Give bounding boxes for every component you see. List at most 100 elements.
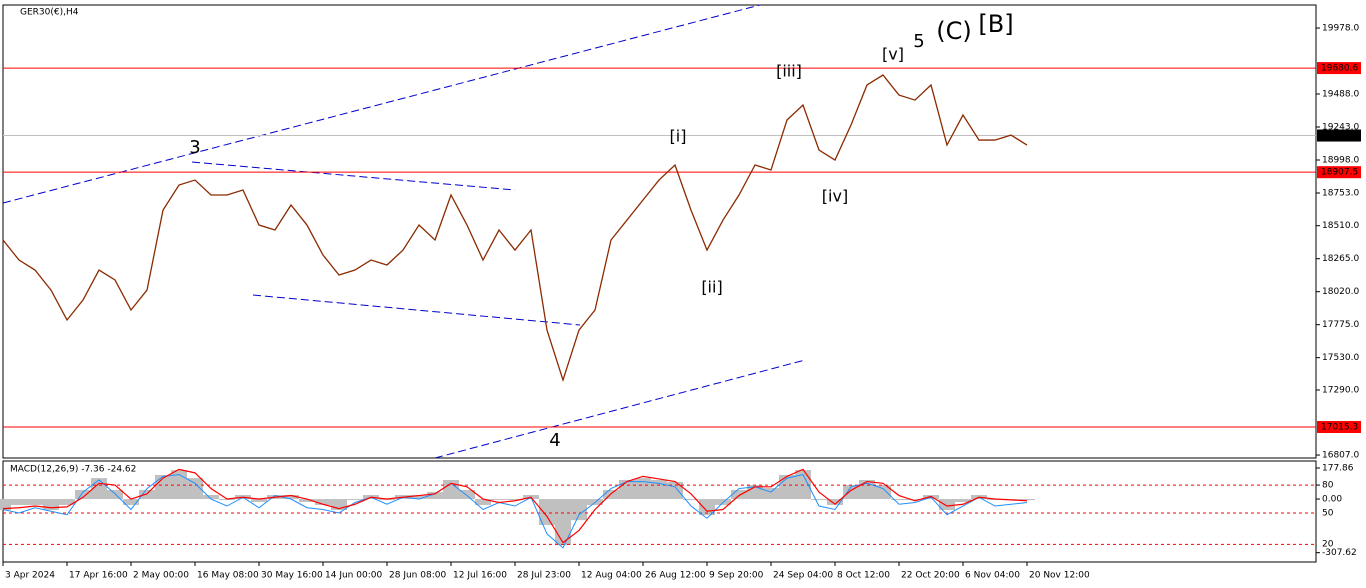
macd-bar [11,499,27,505]
x-tick-label: 14 Jun 00:00 [325,571,382,581]
x-tick-label: 9 Sep 20:00 [709,571,764,581]
macd-bar [315,499,331,505]
trend-line [2,4,761,204]
wave-label: [iii] [776,62,802,81]
macd-bar [123,499,139,505]
x-tick-label: 20 Nov 12:00 [1029,571,1090,581]
level-label-box [1317,420,1361,433]
y-tick-label: 17775.0 [1322,320,1359,330]
macd-bar [891,499,907,501]
macd-bar [459,489,475,500]
macd-bar [939,499,955,511]
y-tick-label: 177.86 [1322,464,1354,474]
y-tick-label: 17290.0 [1322,385,1359,395]
macd-bar [539,499,555,526]
x-tick-label: 12 Aug 04:00 [581,571,642,581]
x-tick-label: 6 Nov 04:00 [965,571,1020,581]
y-tick-label: 18753.0 [1322,188,1359,198]
level-label-box [1317,166,1361,179]
macd-bar [411,495,427,500]
macd-bar [619,480,635,500]
macd-title: MACD(12,26,9) -7.36 -24.62 [10,465,136,475]
macd-bar [907,499,923,501]
macd-bar [43,499,59,511]
wave-label: [v] [882,45,904,64]
level-label: 19680.6 [1321,64,1358,74]
current-price-box [1317,129,1361,142]
macd-bar [347,499,363,501]
macd-bar [75,489,91,500]
wave-label: (C) [936,17,971,45]
level-label: 50 [1322,509,1334,519]
macd-bar [203,495,219,500]
x-tick-label: 12 Jul 16:00 [453,571,507,581]
x-tick-label: 8 Oct 12:00 [837,571,890,581]
macd-bar [139,489,155,500]
wave-label: 3 [189,137,200,158]
trend-line [434,359,806,459]
macd-bar [251,499,267,502]
wave-label: [B] [978,10,1013,38]
y-tick-label: 19243.0 [1322,123,1359,133]
macd-bar [155,474,171,500]
y-tick-label: 19488.0 [1322,90,1359,100]
macd-panel [2,460,1317,563]
x-tick-label: 24 Sep 04:00 [773,571,833,581]
trend-line [252,294,581,326]
macd-bar [763,488,779,500]
y-tick-label: 18510.0 [1322,221,1359,231]
y-tick-label: 80 [1322,481,1334,491]
y-tick-label: 18020.0 [1322,287,1359,297]
price-panel [2,4,1317,459]
macd-bar [491,499,507,501]
macd-bar [875,485,891,500]
x-tick-label: 28 Jun 08:00 [389,571,446,581]
macd-bar [187,478,203,500]
wave-label: [ii] [701,278,722,297]
price-line [2,74,1028,383]
wave-label: [iv] [822,187,848,206]
macd-bar [59,499,75,505]
macd-bar [299,499,315,502]
x-tick-label: 26 Aug 12:00 [645,571,706,581]
macd-bar [331,499,347,511]
macd-bar [0,499,11,511]
y-tick-label: -307.62 [1322,548,1357,558]
signal-line [2,468,1028,544]
y-tick-label: 0.00 [1322,495,1342,505]
trend-line [191,161,516,191]
macd-bar [731,489,747,500]
level-label: 20 [1322,540,1334,550]
y-tick-label: 17530.0 [1322,353,1359,363]
wave-label: [i] [670,127,687,146]
y-tick-label: 18265.0 [1322,254,1359,264]
x-tick-label: 16 May 08:00 [197,571,259,581]
macd-bar [811,499,827,501]
level-label: 17015.3 [1321,422,1358,432]
y-tick-label: 18998.0 [1322,155,1359,165]
macd-bar [475,499,491,505]
macd-bar [555,499,571,546]
chart-title: GER30(€),H4 [20,8,79,18]
macd-bar [283,495,299,500]
x-tick-label: 17 Apr 16:00 [69,571,128,581]
y-tick-label: 16807.0 [1322,451,1359,461]
macd-bar [571,499,587,521]
x-tick-label: 22 Oct 20:00 [901,571,960,581]
macd-bar [955,499,971,502]
macd-bar [507,499,523,501]
x-tick-label: 3 Apr 2024 [5,571,55,581]
macd-bar [27,499,43,505]
wave-label: 5 [913,31,924,52]
wave-label: 4 [549,430,560,451]
macd-bar [683,499,699,501]
macd-bar [635,478,651,500]
current-price-label: 19179.7 [1321,131,1358,141]
x-tick-label: 30 May 16:00 [261,571,323,581]
x-tick-label: 2 May 00:00 [133,571,189,581]
macd-bar [827,499,843,505]
y-tick-label: 19978.0 [1322,24,1359,34]
macd-bar [1019,499,1035,501]
level-label-box [1317,62,1361,75]
